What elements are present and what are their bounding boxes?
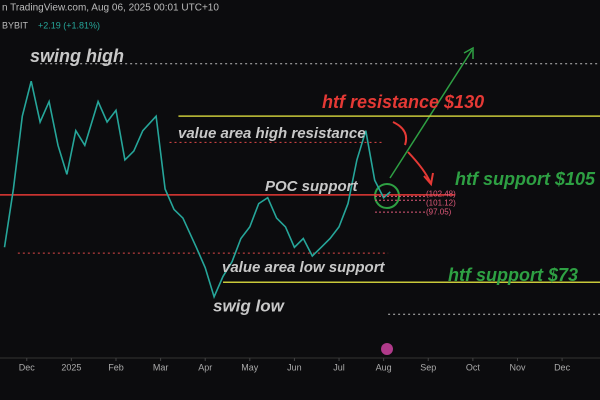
flash-icon	[381, 343, 393, 355]
x-tick-label: May	[241, 362, 259, 372]
annotation: swig low	[213, 296, 286, 315]
price-line	[3, 81, 391, 300]
annotation: htf support $105	[455, 169, 596, 189]
x-tick-label: Sep	[420, 362, 436, 372]
red-arrow-head	[423, 172, 434, 187]
target-label: (102.48)	[426, 189, 456, 198]
target-label: (97.05)	[426, 207, 452, 216]
x-tick-label: Aug	[376, 362, 392, 372]
x-tick-label: Feb	[108, 362, 124, 372]
change: +2.19 (+1.81%)	[38, 20, 100, 30]
target-label: (101.12)	[426, 198, 456, 207]
symbol: BYBIT	[2, 20, 29, 30]
annotation: swing high	[30, 46, 124, 66]
x-tick-label: Jul	[333, 362, 345, 372]
x-tick-label: Oct	[466, 362, 481, 372]
green-arrow	[389, 49, 473, 179]
x-tick-label: Jun	[287, 362, 302, 372]
annotation: htf resistance $130	[322, 92, 484, 112]
red-arrow	[407, 151, 431, 183]
header: n TradingView.com, Aug 06, 2025 00:01 UT…	[2, 3, 219, 14]
red-arrow-top	[392, 121, 408, 146]
annotation: POC support	[265, 178, 359, 195]
annotation: value area high resistance	[178, 125, 366, 142]
x-tick-label: Apr	[198, 362, 212, 372]
x-tick-label: Dec	[554, 362, 571, 372]
x-tick-label: Dec	[19, 362, 36, 372]
x-tick-label: 2025	[61, 362, 81, 372]
green-arrow-head	[463, 46, 474, 59]
x-tick-label: Nov	[509, 362, 526, 372]
x-tick-label: Mar	[153, 362, 169, 372]
annotation: value area low support	[222, 259, 386, 276]
annotation: htf support $73	[448, 265, 578, 285]
